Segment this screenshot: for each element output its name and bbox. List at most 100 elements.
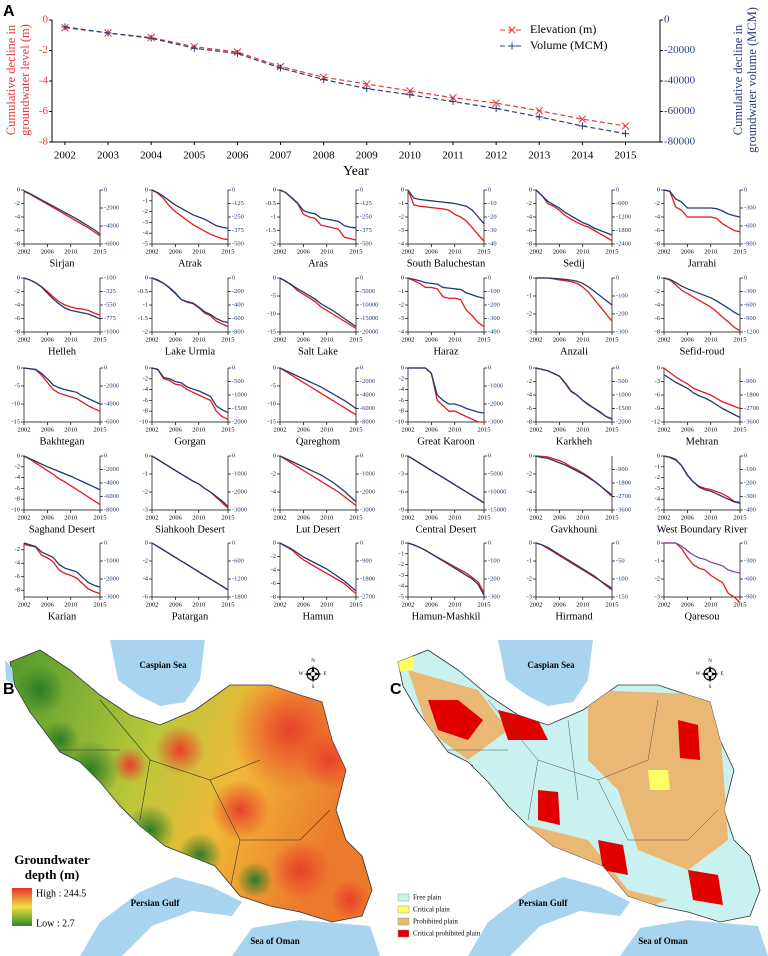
y2-tick-label: -100 bbox=[616, 575, 628, 582]
y-tick-label: -6 bbox=[143, 397, 149, 404]
sea-label: Caspian Sea bbox=[527, 660, 575, 670]
point-marker bbox=[104, 29, 112, 37]
y-tick-label: -10 bbox=[267, 310, 276, 317]
sea-label: Caspian Sea bbox=[139, 660, 187, 670]
x-tick-label: 2015 bbox=[606, 248, 619, 255]
series-line bbox=[23, 367, 101, 405]
series-line bbox=[535, 542, 613, 591]
y-tick-label: -1 bbox=[527, 557, 532, 564]
compass: N E S W bbox=[299, 659, 327, 690]
y2-tick-label: -1000 bbox=[616, 391, 631, 398]
compass-label: W bbox=[696, 672, 701, 677]
point-marker bbox=[363, 85, 371, 93]
chart-title: Karian bbox=[48, 611, 77, 622]
x-tick-label: 2006 bbox=[297, 514, 311, 521]
series-line bbox=[407, 542, 485, 596]
y2-tick-label: -10000 bbox=[360, 301, 378, 308]
y2-tick-label: -125 bbox=[360, 200, 372, 207]
y2-tick-label: 0 bbox=[744, 186, 747, 193]
x-tick-label: 2006 bbox=[681, 601, 695, 608]
y-tick-label: -8 bbox=[39, 136, 49, 148]
chart-title: Hamun-Mashkil bbox=[412, 611, 481, 622]
y-tick-label: -2 bbox=[143, 208, 148, 215]
series-line bbox=[536, 277, 613, 306]
x-tick-label: 2002 bbox=[530, 426, 543, 433]
y-tick-label: -4 bbox=[655, 213, 661, 220]
y2-tick-label: -1000 bbox=[104, 328, 119, 335]
y-tick-label: -8 bbox=[15, 240, 20, 247]
y2-tick-label: -2000 bbox=[232, 488, 247, 495]
y-tick-label: 0 bbox=[401, 364, 404, 371]
y-tick-label: -6 bbox=[15, 315, 21, 322]
compass-label: E bbox=[323, 672, 326, 677]
y-tick-label: 0 bbox=[145, 186, 148, 193]
x-tick-label: 2006 bbox=[41, 514, 55, 521]
y2-tick-label: 0 bbox=[488, 364, 491, 371]
y2-tick-label: -1800 bbox=[616, 479, 631, 486]
y2-tick-label: -2000 bbox=[360, 488, 375, 495]
x-tick-label: 2002 bbox=[530, 336, 543, 343]
y2-tick-label: -1000 bbox=[232, 470, 247, 477]
legend-low: Low : 2.7 bbox=[36, 918, 75, 929]
y-tick-label: -6 bbox=[15, 573, 21, 580]
x-tick-label: 2010 bbox=[192, 248, 205, 255]
y-tick-label: -1 bbox=[527, 292, 532, 299]
x-tick-label: 2006 bbox=[297, 336, 311, 343]
y2-tick-label: -1500 bbox=[616, 405, 631, 412]
y2-tick-label: -300 bbox=[744, 493, 756, 500]
y-tick-label: 0 bbox=[145, 364, 148, 371]
y-tick-label: -3 bbox=[527, 328, 532, 335]
series-line bbox=[407, 277, 485, 299]
y-tick-label: -2 bbox=[271, 470, 276, 477]
chart-title: Helleh bbox=[48, 346, 77, 357]
y-tick-label: -1 bbox=[399, 288, 404, 295]
y2-tick-label: -200 bbox=[232, 288, 244, 295]
y-tick-label: -5 bbox=[143, 240, 148, 247]
y-tick-label: -1.5 bbox=[266, 227, 276, 234]
y-tick-label: 0 bbox=[273, 452, 276, 459]
x-tick-label: 2006 bbox=[681, 426, 695, 433]
x-tick-label: 2010 bbox=[399, 150, 422, 162]
y-tick-label: -1 bbox=[655, 557, 660, 564]
y-tick-label: -4 bbox=[271, 488, 277, 495]
x-tick-label: 2010 bbox=[576, 248, 589, 255]
compass: N E S W bbox=[696, 659, 724, 690]
y2-tick-label: -1000 bbox=[232, 391, 247, 398]
series-line bbox=[23, 455, 101, 491]
y-tick-label: -2 bbox=[15, 546, 20, 553]
y-tick-label: -2 bbox=[655, 288, 660, 295]
series-line bbox=[408, 367, 485, 414]
y2-tick-label: -2000 bbox=[360, 378, 375, 385]
y-tick-label: -3 bbox=[655, 593, 660, 600]
y2-tick-label: -300 bbox=[488, 315, 500, 322]
y2-tick-label: -150 bbox=[616, 593, 628, 600]
y-tick-label: -15 bbox=[267, 418, 276, 425]
persian-gulf bbox=[468, 877, 630, 956]
x-tick-label: 2010 bbox=[64, 426, 77, 433]
series-line bbox=[23, 455, 101, 506]
x-tick-label: 2003 bbox=[97, 150, 120, 162]
y-tick-label: -1 bbox=[271, 213, 276, 220]
y2-tick-label: -6000 bbox=[104, 418, 119, 425]
x-tick-label: 2010 bbox=[576, 336, 589, 343]
y2-tick-label: 0 bbox=[616, 274, 619, 281]
map-b: Caspian Sea Persian Gulf Sea of Oman N E… bbox=[5, 640, 380, 956]
chart-title: Saghand Desert bbox=[29, 524, 95, 535]
series-line bbox=[407, 189, 485, 242]
y-tick-label: -4 bbox=[143, 575, 149, 582]
y2-tick-label: -325 bbox=[104, 288, 116, 295]
y2-tick-label: -30 bbox=[488, 227, 497, 234]
chart-title: Sefid-roud bbox=[680, 346, 726, 357]
x-tick-label: 2006 bbox=[297, 248, 311, 255]
x-axis-label: Year bbox=[343, 164, 369, 179]
y2-tick-label: -1000 bbox=[360, 470, 375, 477]
y-tick-label: -2 bbox=[527, 200, 532, 207]
y-tick-label: -4 bbox=[15, 560, 21, 567]
y-tick-label: -1 bbox=[143, 197, 148, 204]
series-line bbox=[23, 542, 101, 588]
y2-tick-label: 0 bbox=[360, 186, 363, 193]
x-tick-label: 2002 bbox=[146, 248, 159, 255]
x-tick-label: 2009 bbox=[356, 150, 379, 162]
